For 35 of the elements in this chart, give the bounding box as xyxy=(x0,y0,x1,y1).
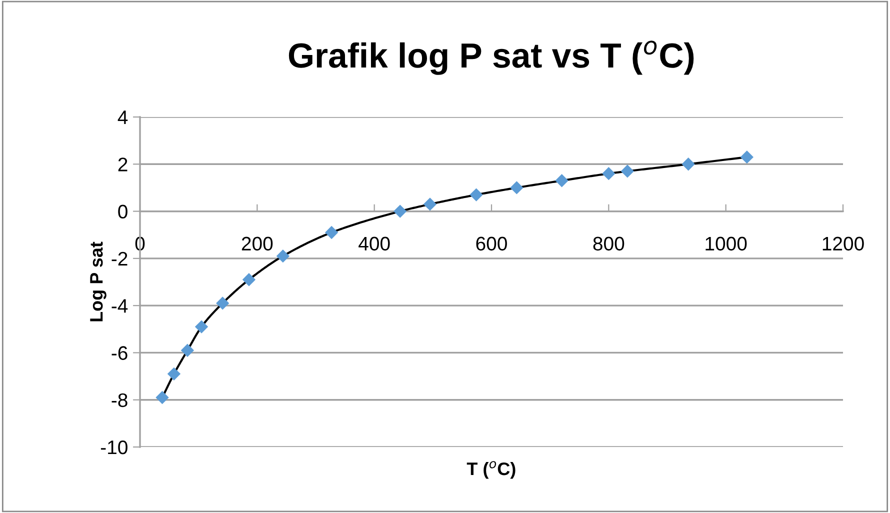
y-tick-label: 0 xyxy=(118,204,128,219)
y-tick-label: -6 xyxy=(112,346,128,360)
point xyxy=(682,158,695,171)
point xyxy=(423,198,437,211)
point xyxy=(194,320,208,334)
point xyxy=(510,181,524,194)
point xyxy=(156,390,169,404)
point xyxy=(470,188,483,202)
point xyxy=(602,166,616,180)
point xyxy=(276,249,290,263)
x-tick-label: 1000 xyxy=(706,236,747,251)
point xyxy=(216,296,230,310)
point xyxy=(180,344,194,357)
y-axis-title: Log P sat xyxy=(90,242,106,322)
y-tick-label: -10 xyxy=(100,440,128,454)
y-tick-label: -2 xyxy=(112,252,128,266)
point xyxy=(324,226,338,240)
point xyxy=(394,204,407,218)
point xyxy=(242,273,256,286)
y-tick-label: -4 xyxy=(112,299,128,313)
x-axis-title: T ($^{o}$C) xyxy=(466,461,516,479)
x-tick-label: 1200 xyxy=(822,236,864,251)
x-tick-label: 400 xyxy=(358,236,390,251)
x-tick-label: 200 xyxy=(242,236,273,251)
x-tick-label: 0 xyxy=(135,236,145,251)
y-tick-label: 2 xyxy=(118,158,128,172)
y-tick-label: -8 xyxy=(112,393,128,408)
point xyxy=(740,150,754,164)
point xyxy=(620,164,634,178)
y-tick-label: 4 xyxy=(118,110,128,124)
point xyxy=(167,367,181,381)
x-tick-label: 600 xyxy=(476,236,507,251)
x-tick-label: 800 xyxy=(593,236,624,251)
point xyxy=(555,174,568,188)
chart-title: Grafik log P sat vs T ($^{o}$C) xyxy=(288,40,694,75)
